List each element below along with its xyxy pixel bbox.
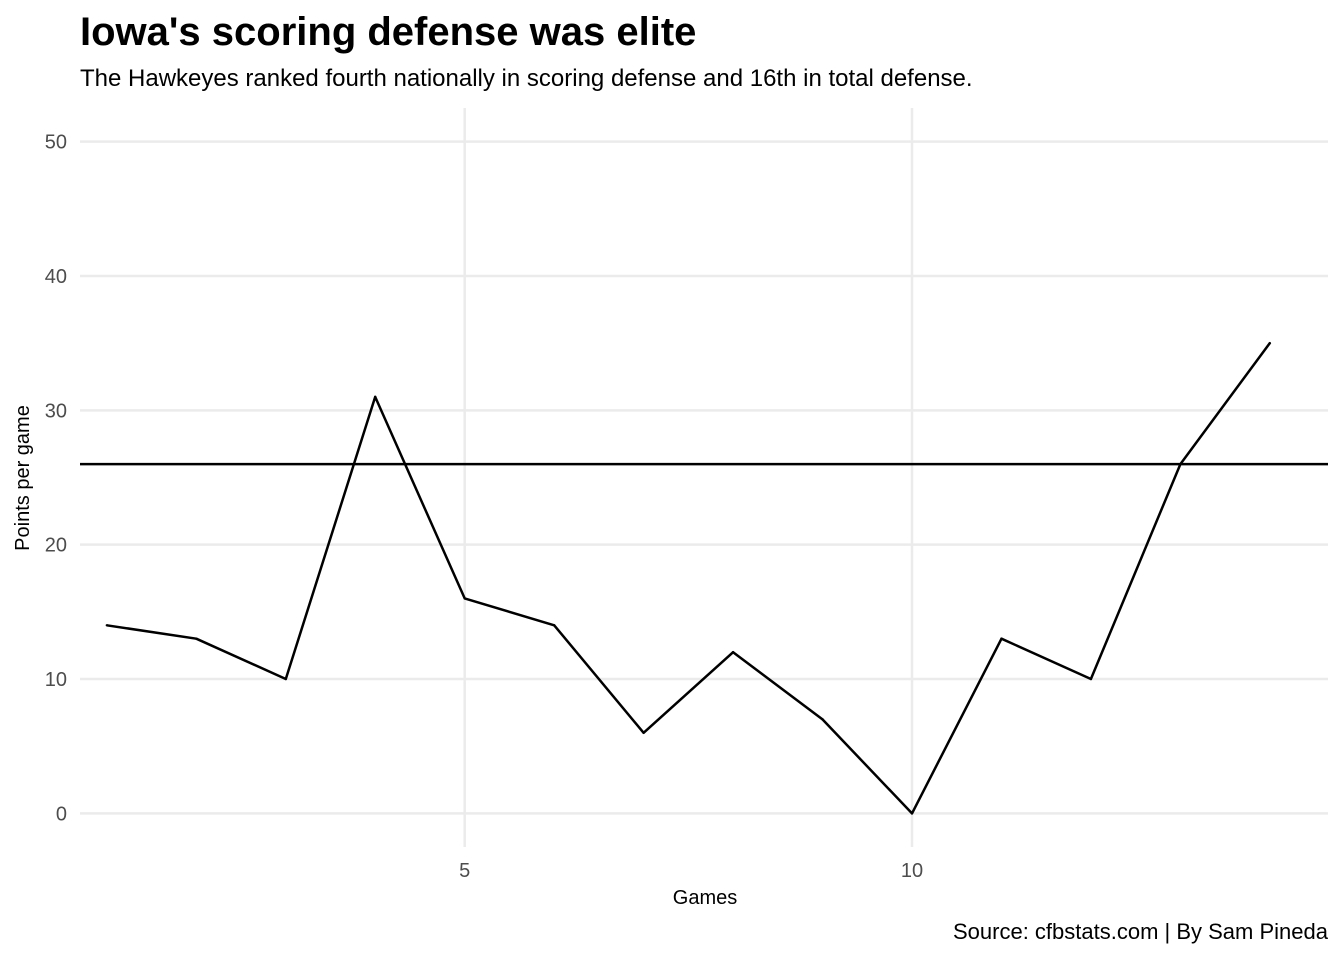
data-point [910,812,914,815]
series-layer [105,341,1272,815]
chart-title: Iowa's scoring defense was elite [80,10,697,54]
y-tick-label: 20 [45,535,67,557]
x-axis-ticks: 5 10 [459,860,923,882]
y-tick-label: 50 [45,132,67,154]
chart-caption: Source: cfbstats.com | By Sam Pineda [953,919,1328,944]
x-tick-label: 10 [901,860,923,882]
chart-subtitle: The Hawkeyes ranked fourth nationally in… [80,65,973,92]
data-point [821,718,824,721]
data-point [1000,637,1003,640]
data-point [731,650,735,654]
data-point [1179,462,1182,466]
grid-lines [80,108,1328,847]
y-tick-label: 30 [45,400,67,422]
data-point [552,624,556,627]
x-axis-title: Games [673,887,737,909]
y-axis-title: Points per game [12,405,34,551]
y-tick-label: 0 [56,803,67,825]
data-point [463,597,466,600]
data-point [642,731,645,734]
y-tick-label: 40 [45,266,67,288]
data-point [284,677,287,681]
data-point [1268,341,1272,345]
series-line [106,342,1271,815]
y-tick-label: 10 [45,669,67,691]
y-axis-ticks: 0 10 20 30 40 50 [45,132,67,826]
x-tick-label: 5 [459,860,470,882]
data-point [374,395,377,399]
data-point [195,637,198,640]
data-point [105,624,109,627]
data-point [1089,677,1093,681]
